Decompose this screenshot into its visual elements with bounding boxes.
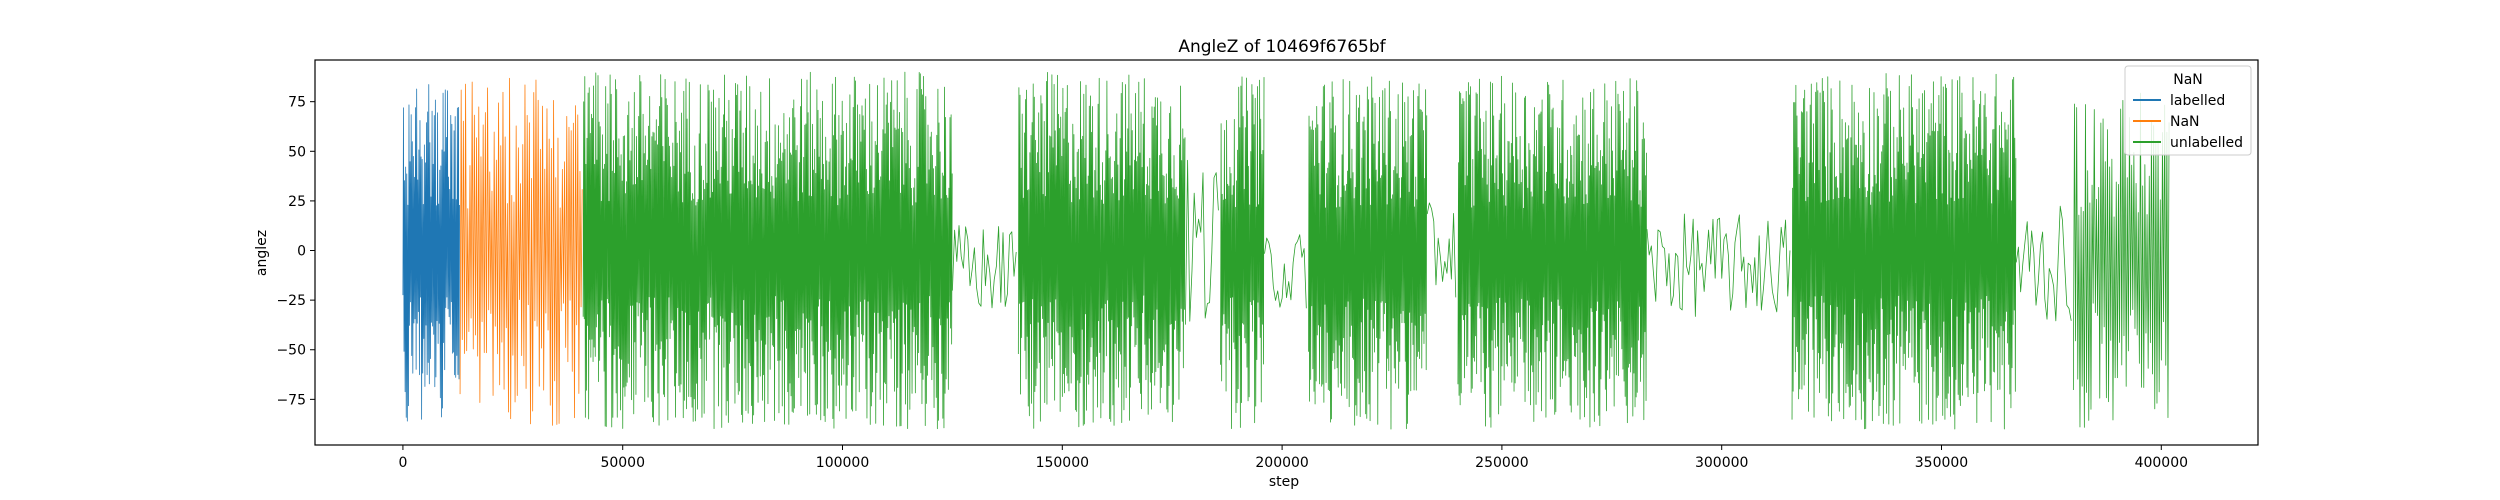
y-tick-label: −75: [276, 392, 306, 408]
legend-title: NaN: [2173, 72, 2203, 88]
series-unlabelled-group: [582, 71, 2170, 430]
series-NaN-group: [459, 77, 583, 426]
series-unlabelled-segment-7: [1426, 202, 1457, 298]
x-tick-label: 150000: [1036, 455, 1089, 471]
series-unlabelled-segment-9: [1646, 213, 1791, 317]
series-labelled-segment-0: [402, 84, 460, 422]
y-tick-label: 50: [288, 144, 306, 160]
series-unlabelled-segment-5: [1264, 234, 1307, 309]
x-tick-label: 0: [398, 455, 407, 471]
legend-entry-nan: NaN: [2170, 114, 2200, 130]
series-unlabelled-segment-0: [582, 71, 953, 430]
series-unlabelled-segment-4: [1220, 76, 1265, 430]
series-unlabelled-segment-11: [2015, 205, 2072, 322]
y-tick-label: 75: [288, 95, 306, 111]
series-unlabelled-segment-3: [1184, 159, 1219, 325]
plot-frame: [314, 59, 2259, 446]
series-unlabelled-segment-2: [1017, 71, 1186, 429]
series-layer: [402, 71, 2170, 430]
x-tick-label: 350000: [1915, 455, 1968, 471]
y-tick-label: −25: [276, 293, 306, 309]
x-tick-label: 100000: [816, 455, 869, 471]
x-tick-label: 200000: [1255, 455, 1308, 471]
series-NaN-segment-0: [459, 77, 583, 426]
series-unlabelled-segment-8: [1457, 75, 1647, 428]
y-axis: 75 50 25 0 −25 −50 −75: [276, 95, 315, 408]
y-tick-label: −50: [276, 343, 306, 359]
y-axis-label: anglez: [254, 230, 270, 276]
legend-entry-labelled: labelled: [2170, 93, 2225, 109]
series-labelled-group: [402, 84, 460, 422]
series-unlabelled-segment-1: [952, 225, 1017, 309]
y-tick-label: 0: [297, 244, 306, 260]
series-unlabelled-segment-6: [1308, 76, 1428, 430]
x-tick-label: 300000: [1695, 455, 1748, 471]
x-tick-label: 50000: [600, 455, 645, 471]
chart-title: AngleZ of 10469f6765bf: [1178, 37, 1386, 57]
x-tick-label: 400000: [2135, 455, 2188, 471]
series-unlabelled-segment-10: [1791, 73, 2017, 430]
x-tick-label: 250000: [1475, 455, 1528, 471]
legend-entry-unlabelled: unlabelled: [2170, 135, 2243, 151]
x-axis-label: step: [1269, 474, 1299, 490]
series-unlabelled-segment-12: [2072, 92, 2170, 428]
y-tick-label: 25: [288, 194, 306, 210]
legend: NaN labelled NaN unlabelled: [2124, 65, 2252, 156]
legend-box: [2124, 65, 2252, 156]
x-axis: 0 50000 100000 150000 200000 250000 300000 3500…: [398, 445, 2188, 471]
